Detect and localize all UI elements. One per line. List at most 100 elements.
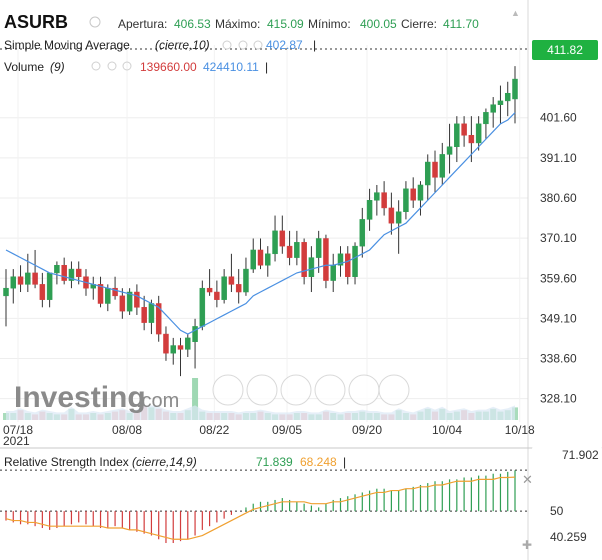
candle-body <box>395 211 402 224</box>
ohlc-value: 411.70 <box>443 17 479 31</box>
candle-body <box>61 265 67 281</box>
eye-icon[interactable] <box>89 16 101 28</box>
candle-body <box>235 284 242 293</box>
candle-body <box>461 123 467 136</box>
y-tick-label: 349.10 <box>540 311 577 325</box>
close-pane-icon: ✕ <box>522 472 533 487</box>
volume-value-2: 424410.11 <box>203 60 259 74</box>
indicator-control-icon[interactable] <box>107 61 117 71</box>
indicator-control-icon[interactable] <box>238 40 248 50</box>
candle-body <box>504 92 511 102</box>
candle-body <box>17 276 24 285</box>
candle-body <box>403 188 409 212</box>
y-tick-label: 370.10 <box>540 231 577 245</box>
candle-body <box>308 257 315 277</box>
indicator-control-icon[interactable] <box>122 61 132 71</box>
candle-body <box>294 242 300 258</box>
candle-body <box>439 154 446 178</box>
candle-body <box>417 184 424 201</box>
candle-body <box>68 268 75 281</box>
volume-params: (9) <box>50 60 65 74</box>
candle-body <box>424 161 431 186</box>
sma-params: (cierre,10) <box>155 38 210 52</box>
chart-nav-button[interactable] <box>280 374 312 406</box>
candle-body <box>32 272 38 285</box>
indicator-control-icon[interactable] <box>91 61 101 71</box>
chart-nav-button[interactable] <box>212 374 244 406</box>
candle-body <box>257 249 264 266</box>
rsi-value-2: 68.248 <box>300 455 337 469</box>
candle-body <box>177 345 184 350</box>
candle-body <box>10 276 17 289</box>
candle-body <box>112 287 118 297</box>
candle-body <box>446 146 453 155</box>
candle-body <box>119 295 126 312</box>
candle-body <box>105 287 111 304</box>
volume-bar <box>192 378 199 420</box>
candle-body <box>155 303 162 335</box>
indicator-control-icon[interactable] <box>222 40 232 50</box>
rsi-value-1: 71.839 <box>256 455 293 469</box>
sma-value: 402.87 <box>266 38 303 52</box>
x-year-label: 2021 <box>3 434 30 448</box>
volume-label: Volume <box>4 60 44 74</box>
candle-body <box>374 192 380 201</box>
x-tick-label: 10/04 <box>432 423 462 437</box>
candle-body <box>25 272 31 285</box>
chart-nav-button[interactable] <box>378 374 410 406</box>
candle-body <box>475 123 482 144</box>
chart-nav-button[interactable] <box>314 374 346 406</box>
x-tick-label: 08/08 <box>112 423 142 437</box>
ohlc-label: Mínimo: <box>308 17 351 31</box>
candle-body <box>388 207 395 224</box>
price-tag-label: 411.82 <box>547 43 583 57</box>
candle-body <box>54 265 60 274</box>
rsi-signal-line <box>5 476 516 540</box>
ohlc-label: Máximo: <box>215 17 260 31</box>
chart-nav-button[interactable] <box>348 374 380 406</box>
volume-value-1: 139660.00 <box>140 60 197 74</box>
candle-body <box>410 188 416 201</box>
settings-up-icon: ▲ <box>511 8 520 18</box>
candle-body <box>141 307 147 323</box>
candle-body <box>228 276 235 285</box>
candle-body <box>134 291 140 308</box>
sma-label: Simple Moving Average <box>4 38 130 52</box>
rsi-params: (cierre,14,9) <box>132 455 197 469</box>
sma-line <box>5 112 516 335</box>
candle-body <box>170 345 176 354</box>
x-tick-label: 08/22 <box>199 423 229 437</box>
candle-body <box>272 230 278 255</box>
ohlc-value: 415.09 <box>267 17 304 31</box>
candle-body <box>315 238 322 258</box>
y-tick-label: 391.10 <box>540 151 577 165</box>
candle-body <box>512 78 518 100</box>
candle-body <box>497 100 504 105</box>
candle-body <box>75 268 82 277</box>
rsi-tag: 71.902 <box>562 448 599 462</box>
candle-body <box>345 253 351 277</box>
volume-bar-glyph: | <box>265 60 268 74</box>
candle-body <box>39 284 46 300</box>
ohlc-label: Apertura: <box>118 17 167 31</box>
y-tick-label: 401.60 <box>540 111 577 125</box>
x-tick-label: 09/05 <box>272 423 302 437</box>
candle-body <box>3 287 9 297</box>
indicator-control-icon[interactable] <box>253 40 263 50</box>
candle-body <box>243 268 249 293</box>
watermark-logo: Investing <box>14 381 146 414</box>
candle-body <box>185 337 191 350</box>
candle-body <box>163 333 169 354</box>
ohlc-value: 406.53 <box>174 17 211 31</box>
sma-bar-glyph: | <box>313 38 316 52</box>
y-tick-label: 338.60 <box>540 352 577 366</box>
candle-body <box>366 200 373 220</box>
symbol-title: ASURB <box>4 12 68 32</box>
candle-body <box>359 219 366 247</box>
x-tick-label: 07/18 <box>3 423 33 437</box>
candle-body <box>381 192 387 209</box>
candle-body <box>323 238 329 281</box>
chart-nav-button[interactable] <box>246 374 278 406</box>
rsi-level-label: 50 <box>550 504 564 518</box>
